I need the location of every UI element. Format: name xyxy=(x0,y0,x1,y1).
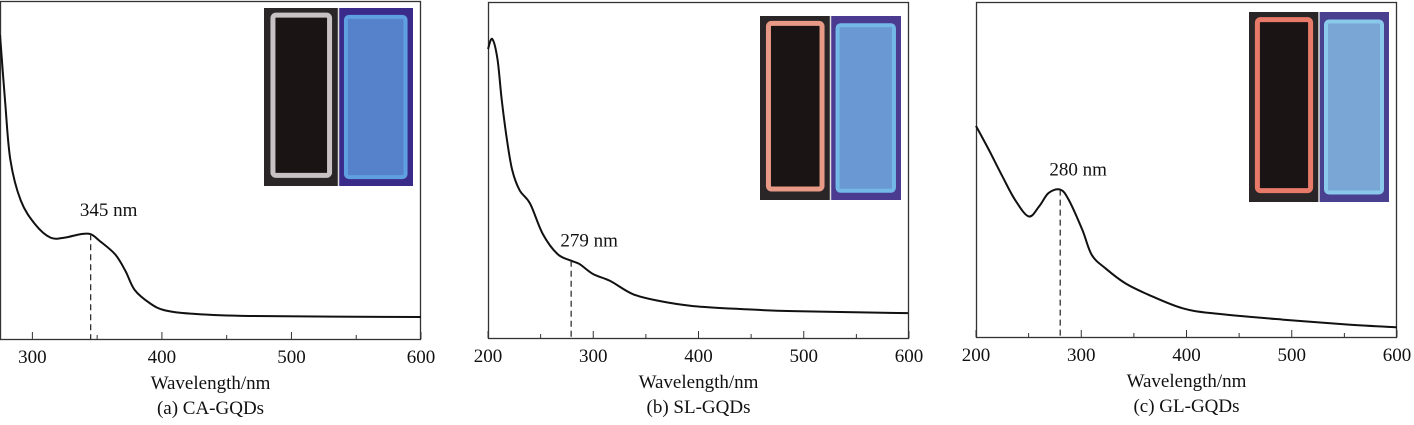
plot-frame xyxy=(487,1,910,340)
chart-panel-b: 200 300 400 500 600 Wavelength/nm (b) SL-GQDs 2… xyxy=(474,1,924,418)
x-tick-label: 500 xyxy=(277,347,306,368)
inset-photo xyxy=(760,16,901,200)
x-tick-label: 600 xyxy=(407,347,436,368)
absorption-curve xyxy=(975,125,1398,329)
plot-frame xyxy=(975,1,1398,339)
cuvette-uv xyxy=(343,14,408,180)
panel-caption: (c) GL-GQDs xyxy=(1133,396,1239,417)
cuvette-daylight xyxy=(765,20,825,192)
x-tick-label: 500 xyxy=(1278,345,1307,366)
plot-frame xyxy=(0,0,422,341)
absorption-curve xyxy=(487,37,908,315)
absorption-curve xyxy=(0,34,422,319)
x-tick-label: 500 xyxy=(790,346,819,367)
inset-photo xyxy=(264,8,413,186)
cuvette-uv xyxy=(835,23,896,193)
cuvette-uv xyxy=(1324,19,1384,195)
x-tick-label: 200 xyxy=(474,346,503,367)
cuvette-daylight xyxy=(270,12,333,178)
x-tick-label: 400 xyxy=(148,347,177,368)
x-tick-label: 600 xyxy=(1383,345,1412,366)
chart-panel-c: 200 300 400 500 600 Wavelength/nm (c) GL-GQDs 2… xyxy=(962,1,1412,417)
x-axis-label: Wavelength/nm xyxy=(1127,371,1247,392)
peak-annotation: 279 nm xyxy=(560,231,618,252)
panel-caption: (b) SL-GQDs xyxy=(647,397,751,418)
x-axis-label: Wavelength/nm xyxy=(151,373,271,394)
cuvette-daylight xyxy=(1254,17,1314,194)
x-tick-label: 300 xyxy=(579,346,608,367)
x-tick-label: 300 xyxy=(18,347,47,368)
peak-annotation: 280 nm xyxy=(1049,160,1107,181)
x-tick-label: 200 xyxy=(962,345,991,366)
x-tick-label: 300 xyxy=(1067,345,1096,366)
panel-caption: (a) CA-GQDs xyxy=(157,398,264,419)
x-tick-label: 600 xyxy=(895,346,924,367)
x-axis-label: Wavelength/nm xyxy=(639,372,759,393)
inset-photo xyxy=(1249,12,1389,202)
chart-panel-a: 300 400 500 600 Wavelength/nm (a) CA-GQDs 345 … xyxy=(0,0,436,419)
peak-annotation: 345 nm xyxy=(80,200,138,221)
x-tick-label: 400 xyxy=(684,346,713,367)
x-tick-label: 400 xyxy=(1172,345,1201,366)
